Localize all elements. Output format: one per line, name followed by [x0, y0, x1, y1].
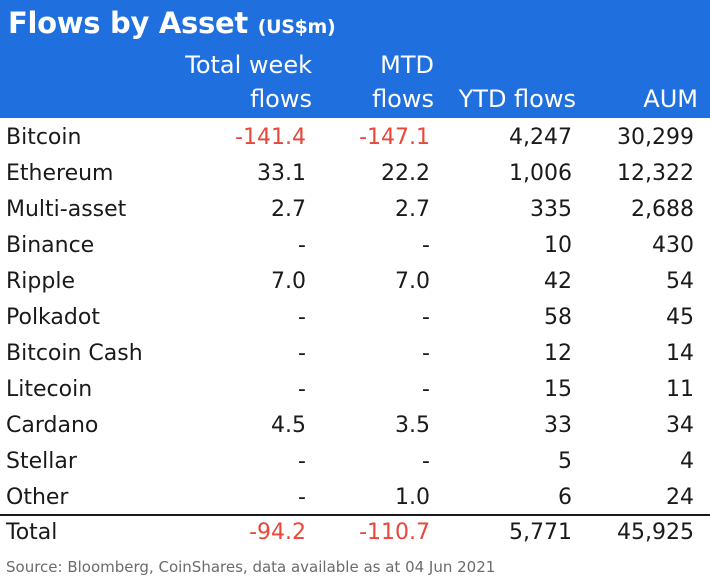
asset-name: Litecoin	[6, 377, 93, 402]
week-flow: -141.4	[235, 125, 306, 150]
aum-value: 11	[666, 377, 694, 402]
mtd-flow: -	[422, 377, 430, 402]
table-row: Ethereum 33.1 22.2 1,006 12,322	[0, 156, 710, 192]
asset-name: Binance	[6, 233, 95, 258]
total-aum: 45,925	[617, 520, 694, 545]
aum-value: 34	[666, 413, 694, 438]
table-row: Binance - - 10 430	[0, 228, 710, 264]
ytd-flow: 1,006	[509, 161, 572, 186]
table-row: Polkadot - - 58 45	[0, 300, 710, 336]
week-flow: -	[298, 341, 306, 366]
mtd-flow: 7.0	[395, 269, 430, 294]
asset-name: Ripple	[6, 269, 75, 294]
header-aum: AUM	[643, 85, 698, 113]
mtd-flow: -	[422, 341, 430, 366]
asset-name: Ethereum	[6, 161, 114, 186]
week-flow: -	[298, 233, 306, 258]
week-flow: -	[298, 449, 306, 474]
mtd-flow: 3.5	[395, 413, 430, 438]
aum-value: 12,322	[617, 161, 694, 186]
table-row: Other - 1.0 6 24	[0, 480, 710, 516]
source-note: Source: Bloomberg, CoinShares, data avai…	[6, 558, 496, 576]
week-flow: -	[298, 305, 306, 330]
table-row: Cardano 4.5 3.5 33 34	[0, 408, 710, 444]
ytd-flow: 58	[544, 305, 572, 330]
ytd-flow: 6	[558, 485, 572, 510]
week-flow: 4.5	[271, 413, 306, 438]
ytd-flow: 4,247	[509, 125, 572, 150]
week-flow: 33.1	[257, 161, 306, 186]
week-flow: -	[298, 377, 306, 402]
total-row: Total -94.2 -110.7 5,771 45,925	[0, 515, 710, 551]
table-row: Litecoin - - 15 11	[0, 372, 710, 408]
mtd-flow: -	[422, 305, 430, 330]
asset-name: Stellar	[6, 449, 77, 474]
total-label: Total	[6, 520, 58, 545]
ytd-flow: 10	[544, 233, 572, 258]
ytd-flow: 42	[544, 269, 572, 294]
table-row: Stellar - - 5 4	[0, 444, 710, 480]
asset-name: Multi-asset	[6, 197, 127, 222]
table-row: Ripple 7.0 7.0 42 54	[0, 264, 710, 300]
week-flow: 7.0	[271, 269, 306, 294]
total-mtd: -110.7	[359, 520, 430, 545]
aum-value: 14	[666, 341, 694, 366]
aum-value: 430	[652, 233, 694, 258]
aum-value: 45	[666, 305, 694, 330]
table-header: Flows by Asset (US$m) Total week flows M…	[0, 0, 710, 118]
table-row: Bitcoin Cash - - 12 14	[0, 336, 710, 372]
mtd-flow: 22.2	[381, 161, 430, 186]
mtd-flow: -	[422, 449, 430, 474]
total-week: -94.2	[249, 520, 306, 545]
table-row: Multi-asset 2.7 2.7 335 2,688	[0, 192, 710, 228]
table-row: Bitcoin -141.4 -147.1 4,247 30,299	[0, 120, 710, 156]
table-title: Flows by Asset (US$m)	[8, 6, 336, 40]
ytd-flow: 5	[558, 449, 572, 474]
aum-value: 24	[666, 485, 694, 510]
aum-value: 4	[680, 449, 694, 474]
aum-value: 54	[666, 269, 694, 294]
header-mtd-line2: flows	[372, 85, 434, 113]
ytd-flow: 15	[544, 377, 572, 402]
header-ytd: YTD flows	[458, 85, 576, 113]
week-flow: 2.7	[271, 197, 306, 222]
asset-name: Polkadot	[6, 305, 100, 330]
ytd-flow: 12	[544, 341, 572, 366]
title-unit: (US$m)	[257, 16, 336, 38]
aum-value: 30,299	[617, 125, 694, 150]
mtd-flow: 1.0	[395, 485, 430, 510]
title-text: Flows by Asset	[8, 6, 248, 40]
header-week-line2: flows	[250, 85, 312, 113]
asset-name: Cardano	[6, 413, 99, 438]
mtd-flow: -147.1	[359, 125, 430, 150]
asset-name: Bitcoin Cash	[6, 341, 143, 366]
week-flow: -	[298, 485, 306, 510]
ytd-flow: 335	[530, 197, 572, 222]
header-week-line1: Total week	[185, 51, 312, 79]
mtd-flow: -	[422, 233, 430, 258]
total-ytd: 5,771	[509, 520, 572, 545]
asset-name: Bitcoin	[6, 125, 82, 150]
aum-value: 2,688	[631, 197, 694, 222]
ytd-flow: 33	[544, 413, 572, 438]
total-divider	[0, 514, 710, 516]
header-mtd-line1: MTD	[380, 51, 434, 79]
asset-name: Other	[6, 485, 69, 510]
mtd-flow: 2.7	[395, 197, 430, 222]
